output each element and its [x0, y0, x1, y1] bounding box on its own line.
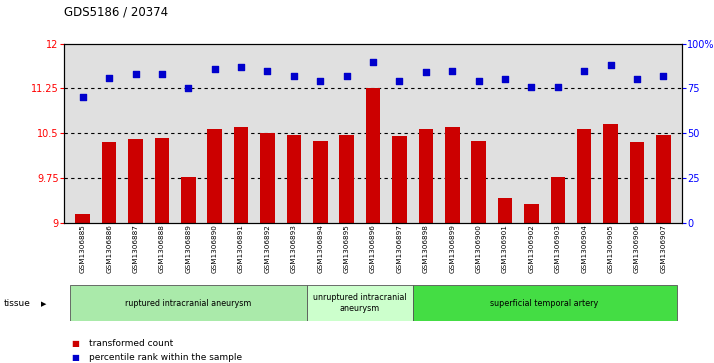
- Point: [104, 75, 115, 81]
- Text: GSM1306886: GSM1306886: [106, 224, 112, 273]
- Text: GSM1306890: GSM1306890: [212, 224, 218, 273]
- Point: [578, 68, 590, 73]
- Point: [393, 78, 405, 84]
- Bar: [471, 140, 486, 223]
- Text: GSM1306887: GSM1306887: [133, 224, 139, 273]
- Bar: [577, 129, 591, 223]
- Bar: [498, 198, 512, 223]
- Bar: [129, 139, 143, 223]
- Text: GSM1306896: GSM1306896: [370, 224, 376, 273]
- Text: GSM1306891: GSM1306891: [238, 224, 244, 273]
- Bar: [524, 204, 538, 223]
- Text: GSM1306905: GSM1306905: [608, 224, 613, 273]
- Point: [526, 84, 537, 90]
- Point: [446, 68, 458, 73]
- Bar: [76, 214, 90, 223]
- Text: GSM1306893: GSM1306893: [291, 224, 297, 273]
- Bar: [630, 142, 644, 223]
- Text: ■: ■: [71, 339, 79, 347]
- Text: tissue: tissue: [4, 299, 31, 308]
- Point: [130, 71, 141, 77]
- Point: [209, 66, 221, 72]
- Text: GSM1306894: GSM1306894: [317, 224, 323, 273]
- Point: [341, 73, 353, 79]
- Point: [631, 77, 643, 82]
- Bar: [418, 129, 433, 223]
- Text: GSM1306885: GSM1306885: [80, 224, 86, 273]
- Point: [605, 62, 616, 68]
- Text: GSM1306899: GSM1306899: [449, 224, 456, 273]
- Point: [156, 71, 168, 77]
- Text: ruptured intracranial aneurysm: ruptured intracranial aneurysm: [125, 299, 251, 307]
- Text: GSM1306901: GSM1306901: [502, 224, 508, 273]
- Bar: [181, 176, 196, 223]
- Text: GSM1306904: GSM1306904: [581, 224, 587, 273]
- Bar: [413, 285, 677, 321]
- Text: GSM1306892: GSM1306892: [264, 224, 271, 273]
- Text: superficial temporal artery: superficial temporal artery: [491, 299, 599, 307]
- Bar: [155, 138, 169, 223]
- Bar: [260, 134, 275, 223]
- Text: GSM1306889: GSM1306889: [186, 224, 191, 273]
- Text: ▶: ▶: [41, 301, 47, 307]
- Text: percentile rank within the sample: percentile rank within the sample: [89, 353, 242, 362]
- Text: unruptured intracranial
aneurysm: unruptured intracranial aneurysm: [313, 293, 407, 313]
- Text: GSM1306895: GSM1306895: [343, 224, 350, 273]
- Bar: [366, 89, 381, 223]
- Bar: [656, 135, 670, 223]
- Bar: [102, 142, 116, 223]
- Point: [236, 64, 247, 70]
- Point: [262, 68, 273, 73]
- Bar: [445, 127, 460, 223]
- Point: [552, 84, 563, 90]
- Text: GSM1306906: GSM1306906: [634, 224, 640, 273]
- Text: GSM1306888: GSM1306888: [159, 224, 165, 273]
- Text: GSM1306900: GSM1306900: [476, 224, 482, 273]
- Bar: [550, 176, 565, 223]
- Bar: [339, 135, 354, 223]
- Text: GSM1306907: GSM1306907: [660, 224, 666, 273]
- Point: [315, 78, 326, 84]
- Bar: [69, 285, 307, 321]
- Text: GSM1306897: GSM1306897: [396, 224, 403, 273]
- Text: ■: ■: [71, 353, 79, 362]
- Text: transformed count: transformed count: [89, 339, 174, 347]
- Bar: [392, 136, 407, 223]
- Point: [183, 86, 194, 91]
- Text: GSM1306903: GSM1306903: [555, 224, 560, 273]
- Bar: [313, 140, 328, 223]
- Point: [420, 69, 431, 75]
- Point: [77, 95, 89, 101]
- Point: [658, 73, 669, 79]
- Point: [288, 73, 300, 79]
- Text: GDS5186 / 20374: GDS5186 / 20374: [64, 5, 169, 19]
- Bar: [286, 135, 301, 223]
- Text: GSM1306902: GSM1306902: [528, 224, 534, 273]
- Bar: [603, 125, 618, 223]
- Bar: [234, 127, 248, 223]
- Bar: [208, 129, 222, 223]
- Text: GSM1306898: GSM1306898: [423, 224, 429, 273]
- Point: [499, 77, 511, 82]
- Bar: [307, 285, 413, 321]
- Point: [367, 58, 378, 65]
- Point: [473, 78, 484, 84]
